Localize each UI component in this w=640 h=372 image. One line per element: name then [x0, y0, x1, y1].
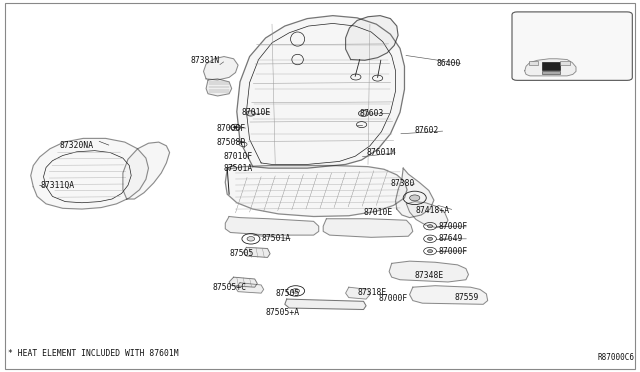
Text: 87601M: 87601M: [366, 148, 396, 157]
Text: 87418+A: 87418+A: [416, 206, 450, 215]
Text: 87380: 87380: [390, 179, 415, 187]
Text: 86400: 86400: [436, 60, 461, 68]
Bar: [542, 62, 560, 70]
Text: 87505: 87505: [229, 249, 253, 258]
Text: 87508P: 87508P: [216, 138, 246, 147]
Text: 87320NA: 87320NA: [60, 141, 93, 150]
Polygon shape: [525, 59, 576, 76]
Polygon shape: [243, 247, 270, 257]
Polygon shape: [323, 219, 413, 237]
Circle shape: [358, 110, 369, 116]
Text: 87381N: 87381N: [191, 56, 220, 65]
Text: 87603: 87603: [360, 109, 384, 118]
Polygon shape: [236, 283, 264, 293]
Bar: [560, 61, 570, 65]
Polygon shape: [346, 287, 370, 299]
Circle shape: [428, 250, 433, 253]
Text: 87311QA: 87311QA: [40, 181, 74, 190]
Circle shape: [247, 237, 255, 241]
Polygon shape: [31, 138, 148, 209]
Text: 87010E: 87010E: [242, 108, 271, 117]
Polygon shape: [204, 57, 238, 80]
Text: 87000F: 87000F: [438, 222, 468, 231]
Polygon shape: [410, 286, 488, 304]
Text: 87000F: 87000F: [216, 124, 246, 133]
Text: 87000F: 87000F: [379, 294, 408, 303]
Text: 87505+C: 87505+C: [212, 283, 246, 292]
Polygon shape: [225, 217, 319, 235]
Text: * HEAT ELEMENT INCLUDED WITH 87601M: * HEAT ELEMENT INCLUDED WITH 87601M: [8, 349, 179, 358]
Text: 87318E: 87318E: [357, 288, 387, 296]
Polygon shape: [389, 261, 468, 282]
FancyBboxPatch shape: [512, 12, 632, 80]
Polygon shape: [396, 168, 434, 218]
Circle shape: [410, 195, 420, 201]
Text: 87000F: 87000F: [438, 247, 468, 256]
Text: 87559: 87559: [454, 293, 479, 302]
Polygon shape: [346, 16, 398, 60]
Circle shape: [292, 289, 300, 293]
Text: 87649: 87649: [438, 234, 463, 243]
Bar: [529, 61, 538, 65]
Text: 87010F: 87010F: [224, 153, 253, 161]
Polygon shape: [229, 277, 257, 287]
Polygon shape: [406, 202, 448, 228]
Text: 87602: 87602: [415, 126, 439, 135]
Text: 87010E: 87010E: [364, 208, 393, 217]
Polygon shape: [225, 166, 407, 217]
Text: 87505+A: 87505+A: [266, 308, 300, 317]
Text: 87348E: 87348E: [415, 271, 444, 280]
Text: 87501A: 87501A: [224, 164, 253, 173]
Polygon shape: [285, 299, 366, 310]
Circle shape: [428, 225, 433, 228]
Text: R87000C6: R87000C6: [598, 353, 635, 362]
Text: 87501A: 87501A: [261, 234, 291, 243]
Circle shape: [428, 237, 433, 240]
Polygon shape: [237, 16, 404, 168]
Circle shape: [246, 111, 255, 116]
Circle shape: [234, 126, 237, 128]
Polygon shape: [206, 79, 232, 96]
Bar: [542, 71, 560, 74]
Polygon shape: [123, 142, 170, 199]
Text: 87505: 87505: [275, 289, 300, 298]
